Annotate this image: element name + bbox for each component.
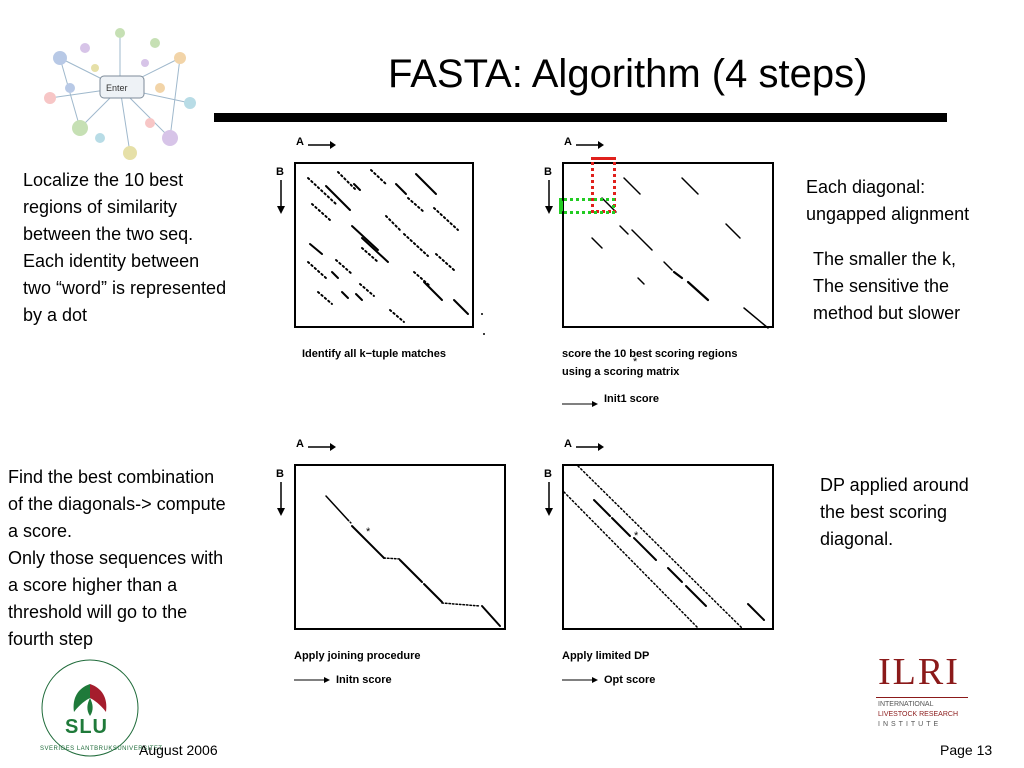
panel-3-joining: A B * Apply joining procedure Initn scor… [272, 434, 512, 694]
note-line: between the two seq. [23, 224, 194, 244]
panel-1-kmer-matches: A B Identif [272, 132, 512, 372]
right-arrow-icon [308, 141, 336, 149]
joined-diagonal-path [325, 495, 501, 627]
ilri-line-2: LIVESTOCK RESEARCH [878, 711, 959, 718]
note-line: fourth step [8, 629, 94, 649]
ilri-wordmark: ILRI [878, 651, 960, 693]
note-line: Only those sequences with [8, 548, 224, 568]
note-line: by a dot [23, 305, 88, 325]
note-line: diagonal. [820, 529, 894, 549]
axis-a-label: A [296, 438, 304, 450]
down-arrow-icon [277, 482, 285, 516]
dotplot-diagonals [591, 177, 769, 329]
panel-3-caption: Apply joining procedure [294, 650, 421, 662]
slide-title: FASTA: Algorithm (4 steps) [388, 52, 868, 96]
enter-key-label: Enter [106, 83, 128, 93]
axis-b-label: B [276, 468, 284, 480]
dotplot-frame [562, 162, 774, 329]
opt-score-label: Opt score [604, 674, 656, 686]
axis-a-label: A [564, 438, 572, 450]
axis-a-label: A [296, 136, 304, 148]
star-marker: * [366, 526, 371, 538]
axis-b-label: B [544, 468, 552, 480]
network-logo: Enter [44, 28, 196, 160]
note-line: the best scoring [820, 502, 948, 522]
right-arrow-icon [308, 443, 336, 451]
right-arrow-icon [576, 141, 604, 149]
note-line: Each identity between [23, 251, 200, 271]
step1-note: Localize the 10 best regions of similari… [23, 167, 288, 329]
right-arrow-icon [294, 677, 330, 683]
note-line: two “word” is represented [23, 278, 227, 298]
note-line: Localize the 10 best [23, 170, 184, 190]
right-arrow-icon [562, 401, 598, 407]
note-line: ungapped alignment [806, 204, 970, 224]
axis-a-label: A [564, 136, 572, 148]
ilri-logo: ILRI INTERNATIONAL LIVESTOCK RESEARCH IN… [876, 650, 976, 736]
note-line: of the diagonals-> compute [8, 494, 226, 514]
star-marker: * [633, 356, 638, 368]
note-line: Each diagonal: [806, 177, 926, 197]
dotplot-frame [562, 464, 774, 630]
step4-note: DP applied around the best scoring diago… [820, 472, 1020, 553]
step3-note: Find the best combination of the diagona… [8, 464, 293, 653]
note-line: Find the best combination [8, 467, 215, 487]
note-line: a score higher than a [8, 575, 178, 595]
initn-score-label: Initn score [336, 674, 392, 686]
panel-2-best-regions: A B * score the 10 best scoring regions … [540, 132, 780, 417]
right-arrow-icon [576, 443, 604, 451]
green-highlight-box [559, 198, 615, 214]
axis-b-label: B [276, 166, 284, 178]
note-line: method but slower [813, 303, 961, 323]
title-rule [214, 113, 947, 122]
dp-band [563, 465, 765, 629]
dotplot-frame [294, 464, 506, 630]
note-line: The sensitive the [813, 276, 950, 296]
note-line: DP applied around [820, 475, 969, 495]
axis-b-label: B [544, 166, 552, 178]
panel-1-caption: Identify all k−tuple matches [302, 348, 446, 360]
down-arrow-icon [277, 180, 285, 214]
page-number: Page 13 [940, 742, 993, 758]
right-arrow-icon [562, 677, 598, 683]
panel-4-limited-dp: A B * Apply limited DP Opt score [540, 434, 780, 694]
footer-date: August 2006 [139, 742, 218, 758]
init1-score-label: Init1 score [604, 393, 660, 405]
note-line: The smaller the k, [813, 249, 957, 269]
slu-ring-text: SVERIGES LANTBRUKSUNIVERSITET [40, 746, 163, 752]
down-arrow-icon [545, 180, 553, 214]
step2-note-b: The smaller the k, The sensitive the met… [813, 246, 1018, 327]
note-line: threshold will go to the [8, 602, 188, 622]
slu-acronym: SLU [65, 716, 108, 738]
down-arrow-icon [545, 482, 553, 516]
dotplot-diagonals [307, 169, 485, 335]
ilri-divider [876, 697, 968, 698]
ilri-line-1: INTERNATIONAL [878, 701, 934, 708]
slu-seal-icon [41, 659, 139, 757]
panel-4-caption: Apply limited DP [562, 650, 650, 662]
star-marker: * [634, 530, 639, 542]
dotplot-frame [294, 162, 485, 335]
ilri-line-3: INSTITUTE [878, 721, 942, 728]
slu-logo: SLU SVERIGES LANTBRUKSUNIVERSITET [40, 658, 163, 758]
panel-2-caption-line1: score the 10 best scoring regions [562, 348, 738, 360]
step2-note-a: Each diagonal: ungapped alignment [806, 174, 1021, 228]
note-line: a score. [8, 521, 73, 541]
note-line: regions of similarity [23, 197, 178, 217]
panel-2-caption-line2: using a scoring matrix [562, 366, 680, 378]
